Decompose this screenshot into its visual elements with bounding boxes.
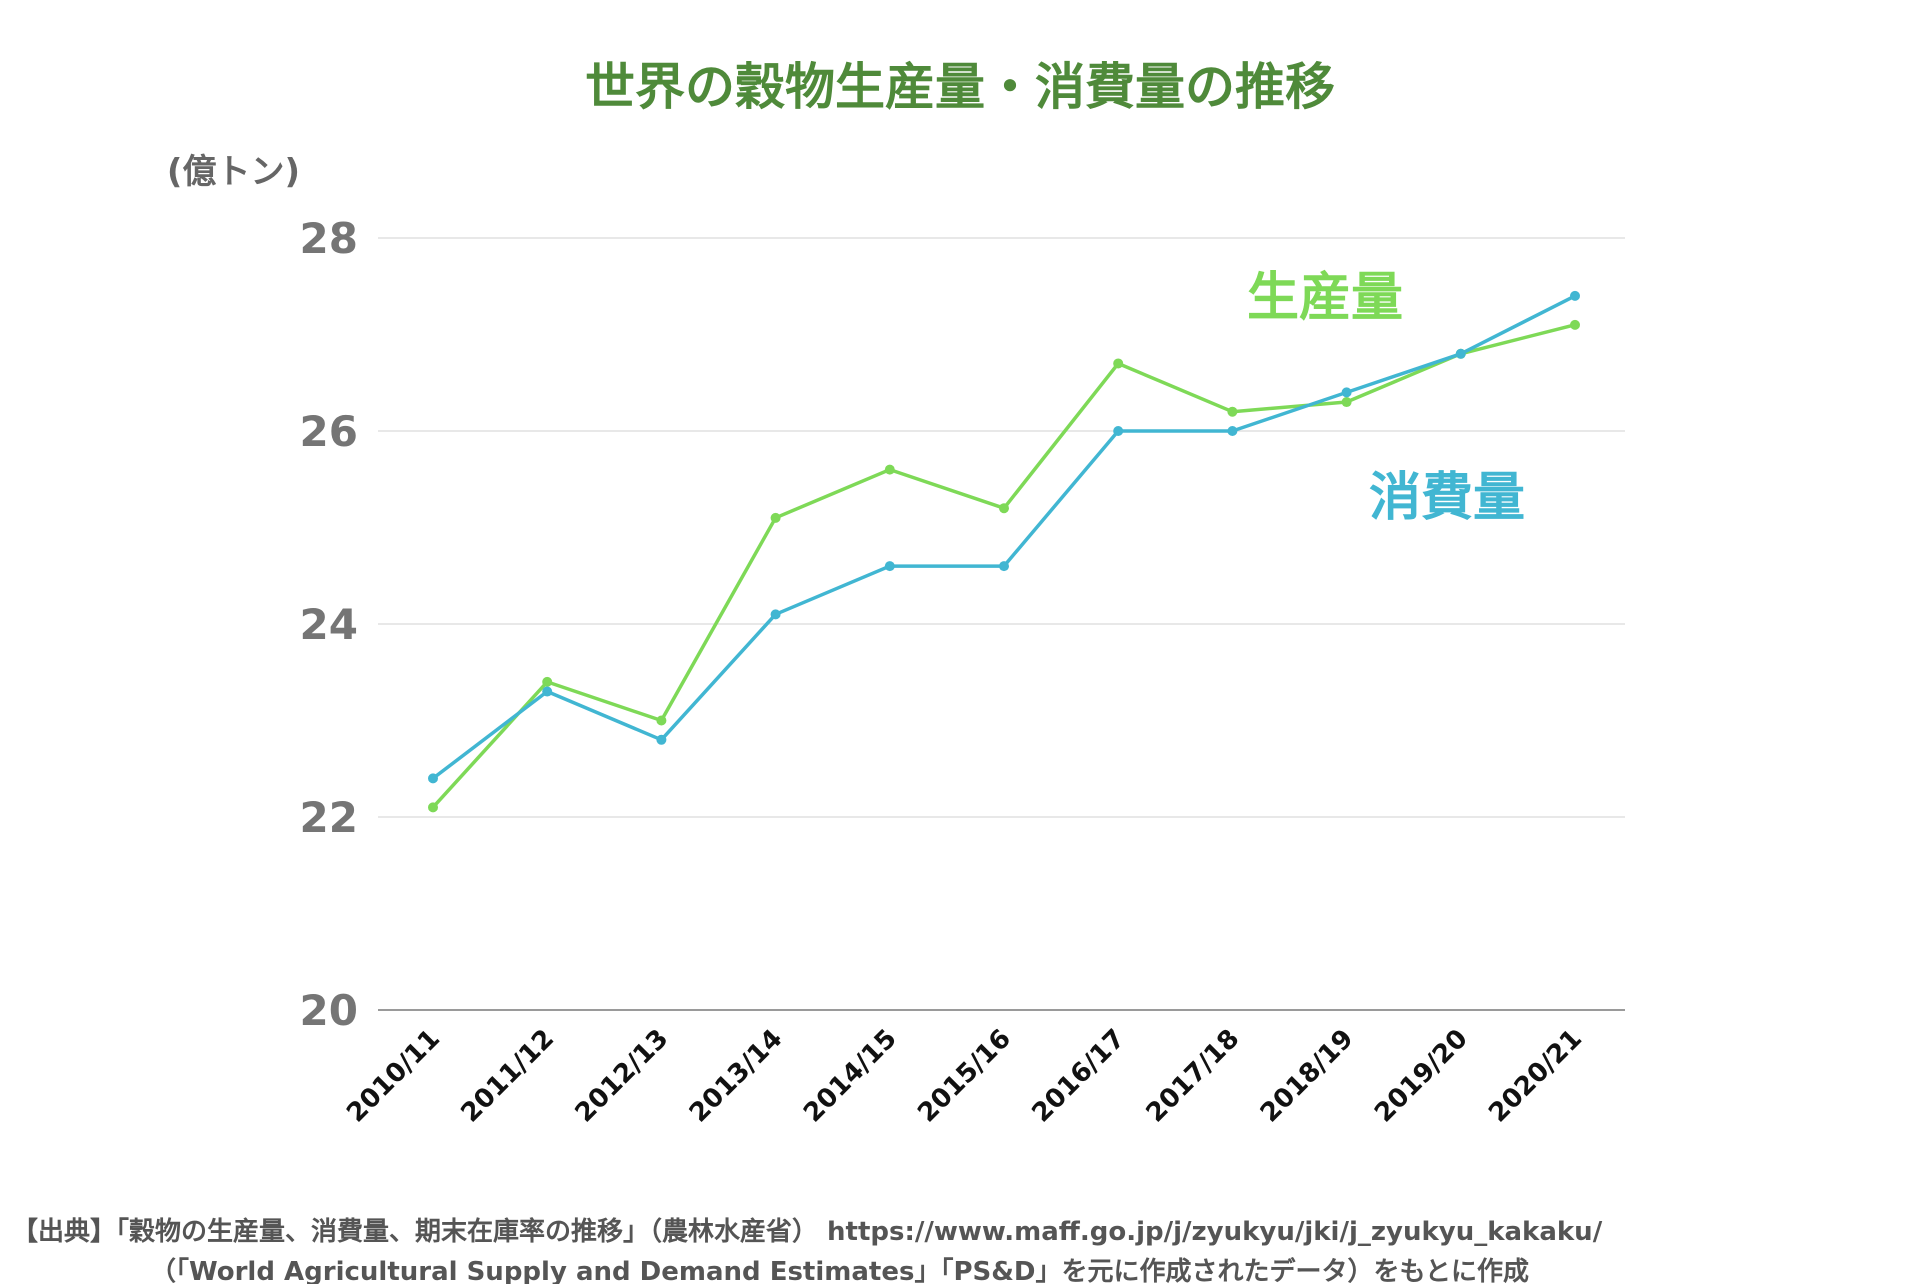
data-point-production [770,512,781,523]
data-point-production [999,503,1009,514]
x-tick-label: 2018/19 [1255,1024,1360,1129]
data-point-consumption [1341,387,1352,398]
x-tick-label: 2017/18 [1141,1024,1246,1129]
x-tick-label: 2013/14 [684,1024,789,1129]
series-line-consumption [431,294,1576,780]
y-axis-unit-label: (億トン) [167,152,300,192]
y-tick-label: 28 [300,214,358,263]
data-point-production [1227,406,1238,417]
chart-title: 世界の穀物生産量・消費量の推移 [585,58,1335,116]
data-point-production [884,464,895,475]
data-point-production [1113,358,1124,369]
series-label-production: 生産量 [1247,268,1403,328]
data-point-production [542,676,553,687]
data-point-consumption [656,734,667,745]
data-point-consumption [1455,348,1466,359]
x-tick-label: 2014/15 [798,1024,903,1129]
data-point-consumption [1227,426,1238,436]
x-tick-label: 2019/20 [1369,1024,1474,1129]
x-axis-ticks: 2010/11 2011/12 2012/13 2013/14 2014/15 2015/… [341,1024,1588,1129]
series-points [428,290,1580,813]
y-tick-label: 22 [300,793,358,842]
x-tick-label: 2020/21 [1483,1024,1588,1129]
y-tick-label: 26 [300,407,358,456]
data-point-consumption [770,609,781,620]
y-axis-ticks: 20 22 24 26 28 [300,214,358,1035]
x-tick-label: 2015/16 [912,1024,1017,1129]
gridlines [378,237,1625,1011]
data-point-production [656,715,667,726]
x-tick-label: 2012/13 [570,1024,675,1129]
series-lines [431,294,1576,809]
x-tick-label: 2010/11 [341,1024,446,1129]
y-tick-label: 24 [300,600,358,649]
data-point-consumption [542,686,553,697]
x-tick-label: 2011/12 [455,1024,560,1129]
series-label-consumption: 消費量 [1369,468,1525,528]
data-point-consumption [1113,426,1124,436]
y-tick-label: 20 [300,986,358,1035]
source-citation-line1: 【出典】「穀物の生産量、消費量、期末在庫率の推移」（農林水産省） https:/… [12,1216,1603,1247]
data-point-consumption [428,773,438,784]
data-point-consumption [999,561,1009,572]
data-point-production [1341,397,1352,408]
source-citation-line2: （「World Agricultural Supply and Demand E… [150,1256,1529,1284]
data-point-production [428,802,438,813]
x-tick-label: 2016/17 [1026,1024,1131,1129]
data-point-consumption [1570,290,1580,301]
data-point-production [1570,319,1580,330]
data-point-consumption [884,561,895,572]
